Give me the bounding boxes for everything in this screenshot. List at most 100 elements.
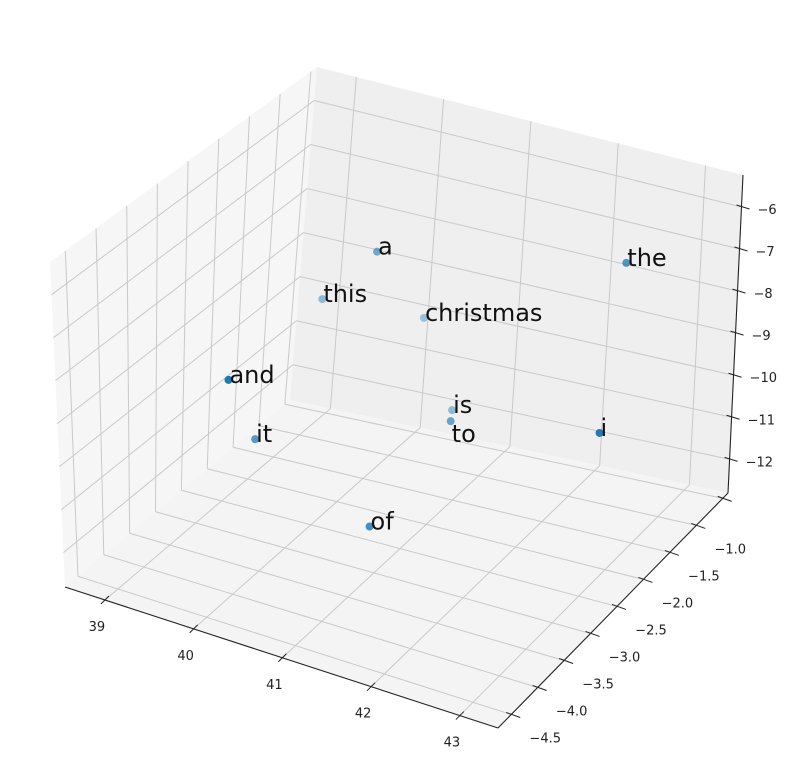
tick-marks: 39 40 41 42 43 −4.5 −4.0 −3.5 −3.0 −2.5 −2.0 −1.5 −1… [89, 203, 777, 751]
axis-panes [50, 67, 743, 728]
z-tick-mark [732, 288, 746, 294]
gridline-z-leftwall [51, 100, 315, 296]
gridline-y-floor [103, 554, 538, 688]
x-tick-label: 43 [444, 736, 461, 751]
left-wall-pane [50, 67, 317, 587]
data-points [224, 247, 631, 531]
gridline-y-leftwall [95, 228, 105, 555]
y-axis-line [497, 492, 729, 729]
y-tick-mark [638, 576, 653, 583]
gridline-y-floor [258, 425, 697, 526]
gridline-z-backwall [296, 320, 732, 418]
gridline-z-backwall [292, 364, 730, 460]
y-tick-label: −1.0 [714, 542, 746, 557]
gridline-x-floor [193, 427, 421, 630]
z-tick-label: −12 [746, 455, 773, 470]
gridline-y-floor [207, 468, 644, 580]
data-point [448, 406, 457, 415]
gridline-y-leftwall [180, 161, 189, 491]
x-tick-label: 41 [266, 678, 283, 693]
data-point [318, 295, 327, 304]
z-tick-label: −7 [756, 245, 775, 260]
gridline-x-floor [370, 465, 600, 688]
floor-pane [65, 400, 728, 728]
gridline-z-backwall [299, 276, 734, 376]
data-point [373, 247, 382, 256]
y-tick-label: −3.5 [582, 677, 614, 692]
gridline-y-floor [155, 511, 591, 634]
gridline-y-leftwall [64, 250, 79, 577]
gridline-y-leftwall [284, 71, 312, 405]
gridline-z-leftwall [61, 320, 297, 511]
z-tick-mark [724, 456, 738, 462]
gridline-z-leftwall [63, 364, 294, 553]
gridline-x-backwall [329, 76, 357, 409]
gridline-z-leftwall [55, 188, 308, 382]
gridline-y-leftwall [155, 183, 158, 512]
x-tick-mark [455, 711, 465, 720]
gridline-y-leftwall [206, 138, 220, 469]
data-point [251, 435, 260, 444]
y-tick-label: −4.5 [529, 731, 561, 746]
gridline-x-backwall [419, 99, 445, 428]
axis-lines [64, 174, 744, 729]
data-point [595, 428, 604, 437]
x-axis-line [64, 586, 499, 729]
y-tick-label: −2.0 [662, 596, 694, 611]
y-tick-mark [664, 549, 680, 556]
y-tick-mark [532, 685, 547, 691]
y-tick-mark [585, 630, 600, 637]
data-point [365, 522, 374, 531]
x-tick-label: 42 [355, 707, 372, 722]
point-label: i [601, 414, 608, 442]
point-label: it [256, 420, 272, 448]
point-label: to [452, 420, 476, 448]
x-tick-mark [189, 624, 199, 634]
gridline-x-backwall [688, 165, 706, 485]
gridlines [51, 71, 742, 716]
data-point [224, 375, 233, 384]
gridline-y-floor [284, 403, 723, 499]
z-tick-mark [726, 414, 740, 420]
z-tick-mark [736, 204, 750, 210]
data-point [446, 417, 455, 426]
gridline-y-floor [129, 532, 565, 661]
point-label: and [229, 361, 274, 389]
x-tick-label: 39 [89, 620, 106, 635]
back-wall-pane [290, 67, 743, 493]
gridline-y-leftwall [258, 93, 281, 426]
gridline-y-leftwall [232, 116, 250, 448]
x-tick-mark [366, 682, 376, 692]
y-tick-label: −3.0 [609, 650, 641, 665]
z-tick-label: −10 [750, 371, 777, 386]
point-label: this [323, 280, 367, 308]
gridline-x-backwall [509, 121, 532, 447]
point-label: of [371, 508, 395, 536]
z-tick-label: −6 [757, 203, 776, 218]
gridline-z-leftwall [59, 276, 301, 468]
y-tick-label: −2.5 [635, 623, 667, 638]
point-label: the [627, 244, 666, 272]
gridline-z-backwall [307, 188, 738, 292]
y-tick-mark [506, 712, 521, 718]
z-tick-label: −8 [754, 287, 773, 302]
data-point [419, 313, 428, 322]
gridline-x-floor [459, 484, 690, 716]
gridline-y-floor [181, 489, 618, 607]
gridline-y-leftwall [126, 205, 131, 534]
y-tick-label: −4.0 [556, 704, 588, 719]
gridline-x-floor [104, 408, 331, 601]
gridline-z-leftwall [53, 144, 312, 339]
point-label: a [378, 233, 393, 261]
y-tick-mark [611, 603, 627, 610]
y-tick-label: −1.5 [688, 569, 720, 584]
z-axis-line [727, 174, 744, 494]
y-tick-mark [717, 495, 732, 502]
z-tick-label: −9 [752, 329, 771, 344]
z-tick-mark [730, 330, 744, 336]
y-tick-mark [691, 522, 706, 529]
point-label: is [453, 391, 472, 419]
point-label: christmas [425, 299, 542, 327]
gridline-x-backwall [599, 143, 619, 466]
